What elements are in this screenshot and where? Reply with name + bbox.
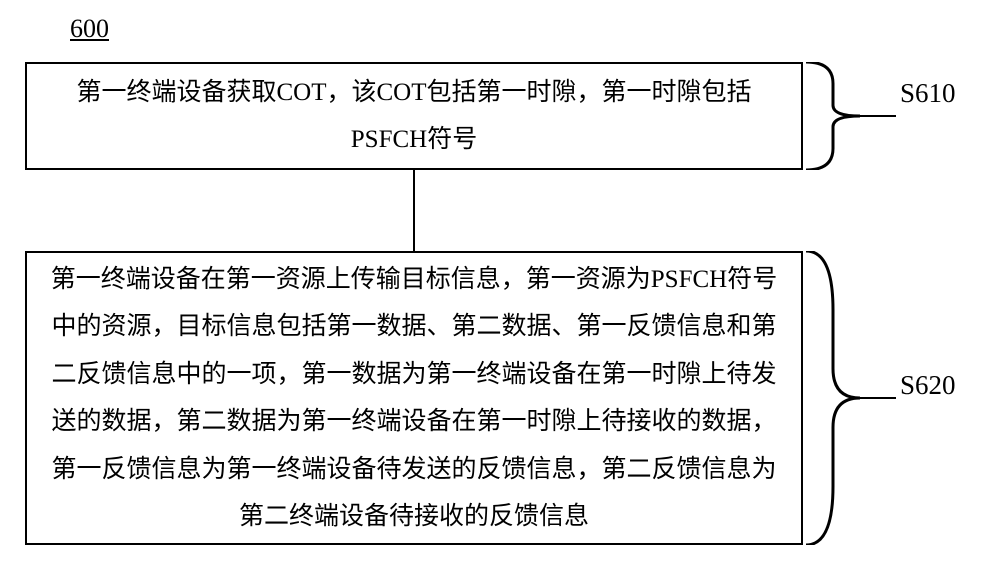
flowchart-connector — [413, 170, 415, 251]
flowchart-step-1-text: 第一终端设备获取COT，该COT包括第一时隙，第一时隙包括PSFCH符号 — [47, 69, 781, 164]
flowchart-step-1: 第一终端设备获取COT，该COT包括第一时隙，第一时隙包括PSFCH符号 — [25, 62, 803, 170]
brace-1 — [806, 62, 896, 170]
brace-2 — [806, 251, 896, 545]
step-label-2: S620 — [900, 370, 956, 401]
flowchart-step-2: 第一终端设备在第一资源上传输目标信息，第一资源为PSFCH符号中的资源，目标信息… — [25, 251, 803, 545]
flowchart-step-2-text: 第一终端设备在第一资源上传输目标信息，第一资源为PSFCH符号中的资源，目标信息… — [47, 256, 781, 541]
diagram-number: 600 — [70, 14, 109, 44]
step-label-1: S610 — [900, 78, 956, 109]
